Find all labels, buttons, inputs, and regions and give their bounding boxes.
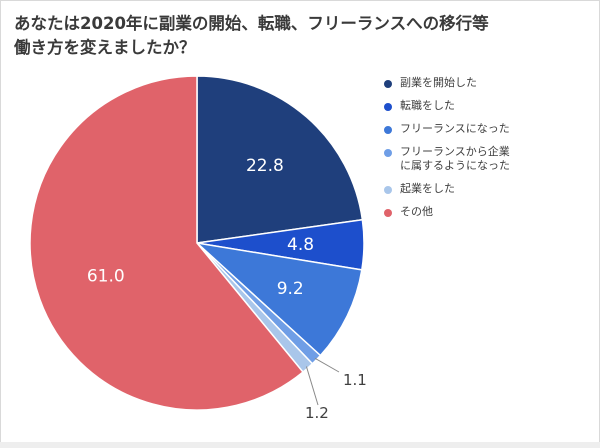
legend-label: その他 bbox=[400, 205, 433, 218]
legend-item-2: 転職をした bbox=[384, 99, 594, 113]
chart-legend: 副業を開始した 転職をしたフリーランスになったフリーランスから企業 に属するように… bbox=[384, 76, 594, 228]
legend-swatch bbox=[384, 186, 392, 194]
leader-line-4 bbox=[314, 357, 340, 373]
legend-swatch bbox=[384, 80, 392, 88]
data-label-4: 1.1 bbox=[343, 371, 367, 389]
data-label-3: 9.2 bbox=[277, 279, 304, 299]
data-label-1: 22.8 bbox=[246, 156, 284, 176]
legend-label: 起業をした bbox=[400, 182, 455, 195]
legend-item-5: 起業をした bbox=[384, 182, 594, 196]
legend-swatch bbox=[384, 103, 392, 111]
legend-item-3: フリーランスになった bbox=[384, 122, 594, 136]
bottom-bar bbox=[0, 442, 600, 448]
legend-swatch bbox=[384, 126, 392, 134]
legend-swatch bbox=[384, 149, 392, 157]
pie-slice-6 bbox=[29, 75, 305, 411]
data-label-2: 4.8 bbox=[287, 235, 314, 255]
data-label-6: 61.0 bbox=[87, 267, 125, 287]
legend-label: 転職をした bbox=[400, 99, 455, 112]
pie-slice-1 bbox=[196, 75, 364, 244]
legend-label: 副業を開始した bbox=[400, 76, 477, 89]
pie-slice-3 bbox=[194, 241, 363, 357]
legend-item-4: フリーランスから企業 に属するようになった bbox=[384, 145, 594, 173]
leader-line-5 bbox=[305, 366, 319, 406]
data-label-5: 1.2 bbox=[305, 404, 329, 422]
legend-item-6: その他 bbox=[384, 205, 594, 219]
chart-title: あなたは2020年に副業の開始、転職、フリーランスへの移行等 働き方を変えました… bbox=[14, 14, 489, 57]
legend-item-1: 副業を開始した bbox=[384, 76, 594, 90]
legend-label: フリーランスから企業 に属するようになった bbox=[400, 145, 510, 172]
legend-label: フリーランスになった bbox=[400, 122, 510, 135]
legend-swatch bbox=[384, 209, 392, 217]
